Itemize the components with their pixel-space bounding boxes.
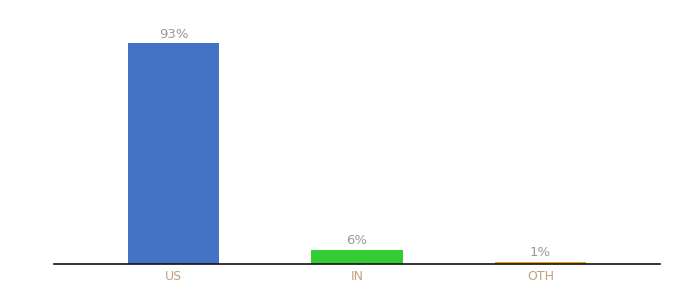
Bar — [494, 262, 586, 264]
Bar — [311, 250, 403, 264]
Text: 6%: 6% — [347, 234, 367, 247]
Text: 93%: 93% — [159, 28, 188, 40]
Text: 1%: 1% — [530, 246, 551, 259]
Bar — [128, 44, 220, 264]
